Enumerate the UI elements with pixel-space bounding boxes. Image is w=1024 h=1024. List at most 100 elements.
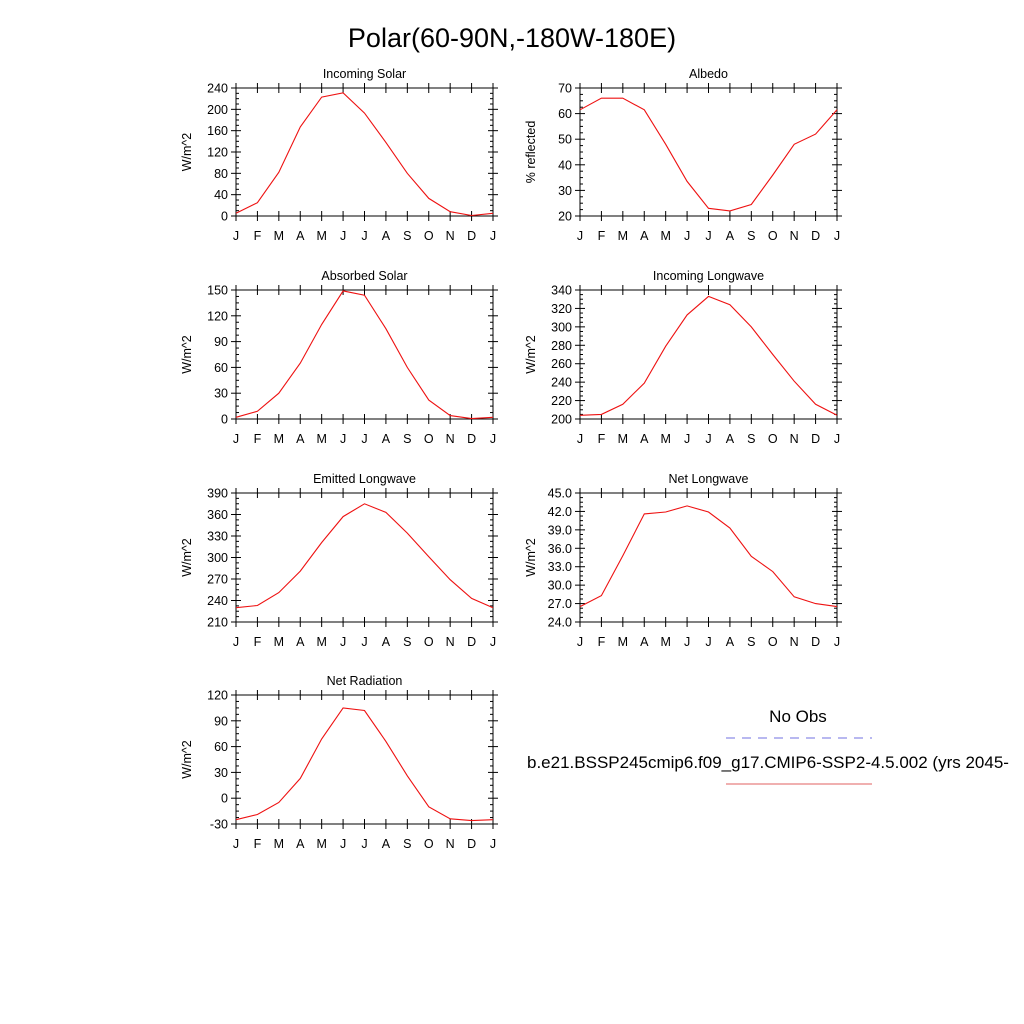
y-tick-label: 42.0: [548, 505, 572, 519]
chart-4: Emitted Longwave W/m^2 210 240 270 300 330 360 3…: [180, 472, 498, 649]
x-tick-label: O: [424, 837, 434, 851]
figure-title: Polar(60-90N,-180W-180E): [348, 23, 676, 53]
series-line: [579, 295, 838, 416]
plot-frame: [579, 289, 838, 420]
x-tick-label: A: [640, 635, 649, 649]
y-tick-label: 220: [551, 394, 572, 408]
chart-title: Absorbed Solar: [321, 269, 407, 283]
y-tick-label: 30: [558, 184, 572, 198]
x-tick-label: J: [684, 229, 690, 243]
x-tick-label: F: [598, 635, 606, 649]
plot-frame: [235, 289, 494, 420]
x-tick-label: N: [446, 432, 455, 446]
y-tick-label: 120: [207, 309, 228, 323]
x-tick-label: N: [446, 837, 455, 851]
x-tick-label: J: [490, 635, 496, 649]
plot-frame: [579, 87, 838, 217]
x-tick-label: F: [598, 229, 606, 243]
y-tick-label: 50: [558, 133, 572, 147]
x-tick-label: O: [424, 432, 434, 446]
x-tick-label: J: [233, 635, 239, 649]
y-tick-label: 70: [558, 82, 572, 96]
y-tick-label: 33.0: [548, 560, 572, 574]
series-line: [235, 707, 494, 822]
x-tick-label: M: [660, 635, 670, 649]
y-tick-label: -30: [210, 818, 228, 832]
legend-model-label: b.e21.BSSP245cmip6.f09_g17.CMIP6-SSP2-4.…: [527, 753, 1009, 772]
x-tick-label: O: [424, 229, 434, 243]
x-tick-label: J: [340, 837, 346, 851]
x-tick-label: J: [233, 229, 239, 243]
x-tick-label: J: [361, 432, 367, 446]
y-tick-label: 60: [558, 107, 572, 121]
x-tick-label: S: [403, 432, 411, 446]
y-tick-label: 200: [207, 103, 228, 117]
y-axis-label: W/m^2: [180, 740, 194, 779]
x-tick-label: S: [747, 432, 755, 446]
chart-title: Albedo: [689, 67, 728, 81]
x-tick-label: D: [467, 432, 476, 446]
x-tick-label: M: [618, 229, 628, 243]
y-tick-label: 270: [207, 573, 228, 587]
x-tick-label: J: [490, 837, 496, 851]
y-tick-label: 36.0: [548, 542, 572, 556]
x-tick-label: F: [254, 229, 262, 243]
x-tick-label: F: [254, 635, 262, 649]
y-tick-label: 320: [551, 302, 572, 316]
series-line: [235, 92, 494, 217]
x-tick-label: A: [640, 432, 649, 446]
x-tick-label: N: [446, 229, 455, 243]
x-tick-label: J: [340, 432, 346, 446]
x-tick-label: S: [403, 229, 411, 243]
y-tick-label: 20: [558, 210, 572, 224]
y-tick-label: 40: [558, 158, 572, 172]
x-tick-label: D: [811, 229, 820, 243]
x-tick-label: O: [768, 635, 778, 649]
chart-5: Net Longwave W/m^2 24.0 27.0 30.0 33.0 36.0 39.…: [524, 472, 842, 649]
chart-title: Emitted Longwave: [313, 472, 416, 486]
chart-3: Incoming Longwave W/m^2 200 220 240 260 280 300…: [524, 269, 842, 446]
x-tick-label: J: [684, 432, 690, 446]
y-tick-label: 160: [207, 124, 228, 138]
y-tick-label: 0: [221, 413, 228, 427]
x-tick-label: D: [467, 229, 476, 243]
x-tick-label: S: [403, 837, 411, 851]
y-axis-label: W/m^2: [180, 133, 194, 172]
y-tick-label: 60: [214, 740, 228, 754]
x-tick-label: J: [340, 229, 346, 243]
x-tick-label: M: [316, 635, 326, 649]
y-tick-label: 300: [551, 320, 572, 334]
y-tick-label: 90: [214, 335, 228, 349]
x-tick-label: O: [768, 229, 778, 243]
x-tick-label: D: [467, 837, 476, 851]
y-tick-label: 24.0: [548, 616, 572, 630]
y-tick-label: 30: [214, 387, 228, 401]
x-tick-label: J: [705, 229, 711, 243]
x-tick-label: D: [467, 635, 476, 649]
x-tick-label: S: [747, 635, 755, 649]
y-tick-label: 120: [207, 146, 228, 160]
y-tick-label: 30: [214, 766, 228, 780]
y-tick-label: 280: [551, 339, 572, 353]
x-tick-label: A: [296, 432, 305, 446]
x-tick-label: A: [726, 635, 735, 649]
x-tick-label: M: [660, 229, 670, 243]
x-tick-label: A: [296, 837, 305, 851]
x-tick-label: N: [790, 229, 799, 243]
x-tick-label: F: [254, 432, 262, 446]
x-tick-label: J: [834, 432, 840, 446]
y-tick-label: 340: [551, 284, 572, 298]
y-tick-label: 300: [207, 551, 228, 565]
series-line: [235, 503, 494, 609]
y-tick-label: 30.0: [548, 579, 572, 593]
x-tick-label: N: [790, 432, 799, 446]
x-tick-label: J: [340, 635, 346, 649]
y-tick-label: 240: [207, 594, 228, 608]
x-tick-label: O: [768, 432, 778, 446]
x-tick-label: A: [382, 432, 391, 446]
y-tick-label: 40: [214, 188, 228, 202]
